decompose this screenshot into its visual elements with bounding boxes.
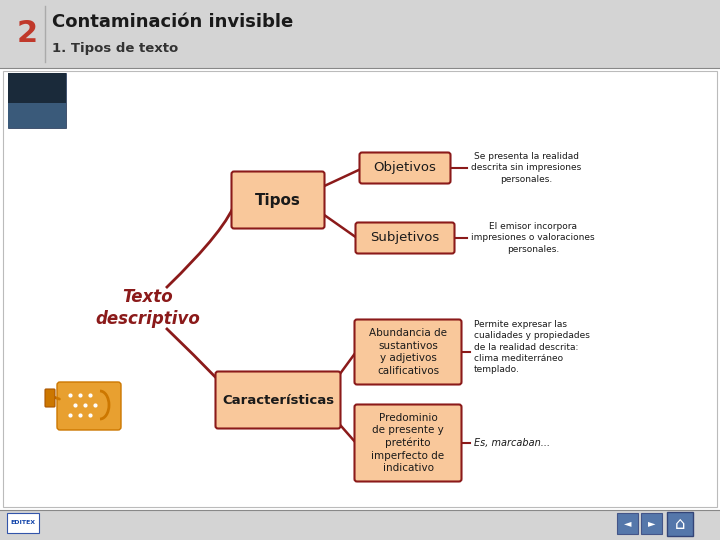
Text: Objetivos: Objetivos [374,161,436,174]
Text: Texto
descriptivo: Texto descriptivo [96,288,200,328]
FancyBboxPatch shape [617,513,638,534]
Text: ◄: ◄ [624,518,631,529]
Text: Predominio
de presente y
pretérito
imperfecto de
indicativo: Predominio de presente y pretérito imper… [372,413,444,473]
FancyBboxPatch shape [354,320,462,384]
Text: ►: ► [648,518,655,529]
FancyBboxPatch shape [356,222,454,253]
Text: Características: Características [222,394,334,407]
FancyBboxPatch shape [215,372,341,429]
FancyBboxPatch shape [354,404,462,482]
FancyBboxPatch shape [667,512,693,536]
Text: Tipos: Tipos [255,192,301,207]
FancyBboxPatch shape [8,73,66,103]
FancyBboxPatch shape [45,389,55,407]
Text: Abundancia de
sustantivos
y adjetivos
calificativos: Abundancia de sustantivos y adjetivos ca… [369,328,447,376]
FancyBboxPatch shape [0,0,720,68]
Text: Subjetivos: Subjetivos [370,232,440,245]
FancyBboxPatch shape [8,73,66,128]
FancyBboxPatch shape [641,513,662,534]
Text: 1. Tipos de texto: 1. Tipos de texto [52,43,179,56]
FancyBboxPatch shape [7,513,39,533]
Text: EDITEX: EDITEX [10,521,35,525]
Text: Contaminación invisible: Contaminación invisible [52,13,293,31]
FancyBboxPatch shape [232,172,325,228]
Text: Se presenta la realidad
descrita sin impresiones
personales.: Se presenta la realidad descrita sin imp… [471,152,581,184]
Text: Permite expresar las
cualidades y propiedades
de la realidad descrita:
clima med: Permite expresar las cualidades y propie… [474,320,590,374]
FancyBboxPatch shape [0,510,720,540]
Text: ⌂: ⌂ [675,515,685,533]
Text: El emisor incorpora
impresiones o valoraciones
personales.: El emisor incorpora impresiones o valora… [471,222,595,254]
Text: Es, marcaban...: Es, marcaban... [474,438,550,448]
FancyBboxPatch shape [57,382,121,430]
Text: 2: 2 [17,19,37,49]
FancyBboxPatch shape [8,103,66,128]
FancyBboxPatch shape [3,71,717,507]
FancyBboxPatch shape [359,152,451,184]
